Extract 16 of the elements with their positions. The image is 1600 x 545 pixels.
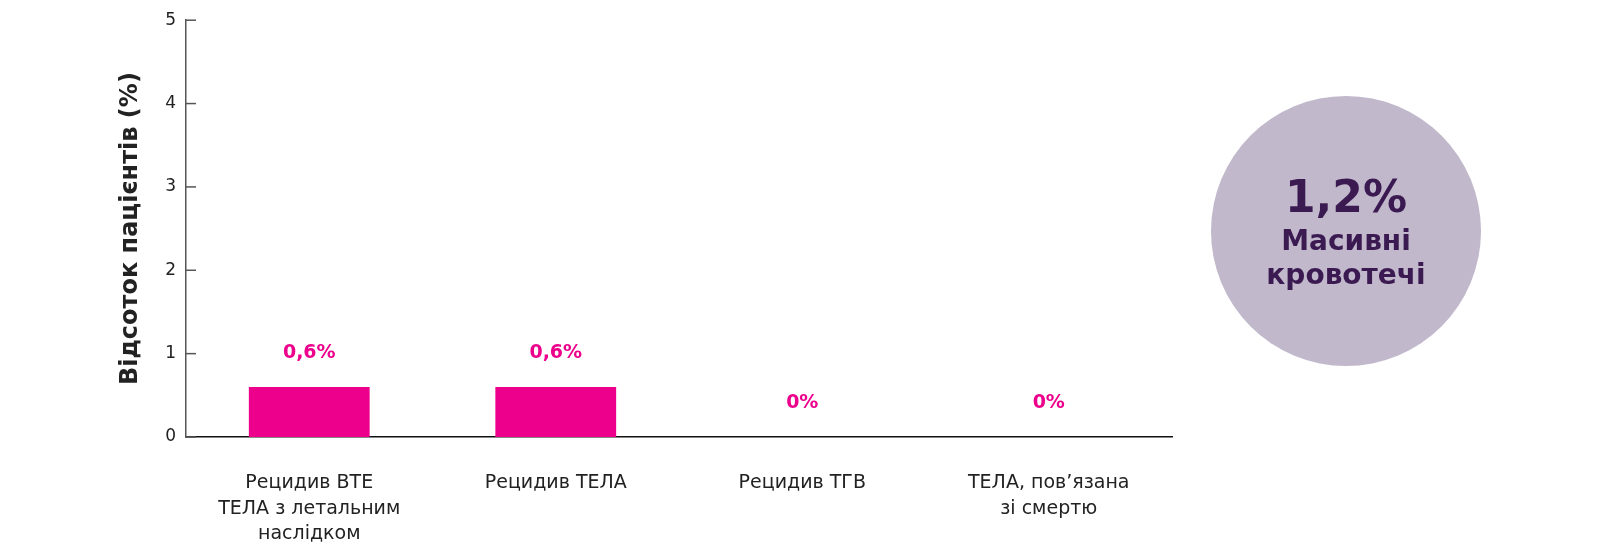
y-tick-label: 2 [165, 258, 176, 279]
x-tick-label: Рецидив ТЕЛА [484, 470, 627, 493]
data-label: 0% [786, 389, 819, 412]
y-tick-label: 3 [165, 175, 176, 196]
y-tick-label: 1 [165, 342, 176, 363]
y-tick-label: 0 [165, 425, 176, 446]
circle-badge: 1,2% Масивні кровотечі [1211, 96, 1481, 366]
y-axis-title: Відсоток пацієнтів (%) [114, 72, 143, 386]
data-label: 0,6% [529, 339, 583, 362]
y-tick-label: 4 [165, 91, 176, 112]
data-label: 0% [1032, 389, 1065, 412]
x-tick-label: Рецидив ТГВ [738, 470, 866, 493]
x-tick-label: ТЕЛА, пов’язана зі смертю [967, 470, 1130, 518]
y-tick-label: 5 [165, 8, 176, 29]
x-tick-label: Рецидив ВТЕ ТЕЛА з летальним наслідком [217, 470, 401, 543]
data-label: 0,6% [282, 339, 336, 362]
